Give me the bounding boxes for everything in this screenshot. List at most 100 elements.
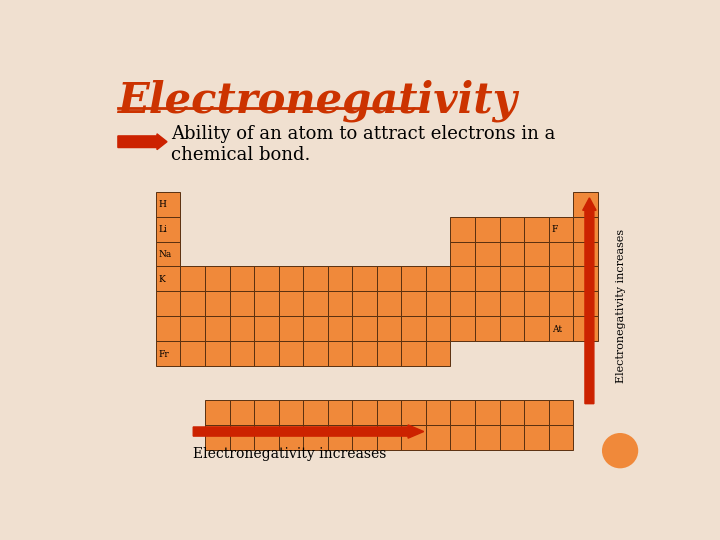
Ellipse shape xyxy=(602,433,638,468)
Bar xyxy=(549,292,573,316)
Bar xyxy=(230,266,254,292)
Bar xyxy=(573,292,598,316)
Bar xyxy=(230,400,254,425)
Bar xyxy=(377,400,401,425)
Bar xyxy=(328,266,352,292)
Bar xyxy=(451,400,475,425)
Bar xyxy=(205,292,230,316)
Bar xyxy=(500,266,524,292)
Bar xyxy=(549,425,573,450)
Bar xyxy=(500,400,524,425)
Bar xyxy=(451,316,475,341)
Text: Electronegativity increases: Electronegativity increases xyxy=(193,447,387,461)
Bar xyxy=(328,292,352,316)
Bar xyxy=(205,266,230,292)
Bar xyxy=(475,241,500,266)
Bar xyxy=(426,425,451,450)
Bar xyxy=(500,425,524,450)
FancyArrow shape xyxy=(193,425,423,438)
Bar xyxy=(205,425,230,450)
Text: Fr: Fr xyxy=(159,350,169,359)
Bar xyxy=(475,217,500,241)
Text: Na: Na xyxy=(159,250,172,259)
Text: Electronegativity: Electronegativity xyxy=(118,79,518,122)
Bar xyxy=(377,316,401,341)
Bar xyxy=(475,425,500,450)
Bar xyxy=(549,266,573,292)
Bar xyxy=(230,316,254,341)
Bar xyxy=(156,341,181,366)
Bar xyxy=(181,341,205,366)
Bar xyxy=(500,241,524,266)
Bar xyxy=(524,400,549,425)
Bar xyxy=(279,341,303,366)
Bar xyxy=(328,425,352,450)
Bar xyxy=(254,316,279,341)
Bar xyxy=(156,292,181,316)
Bar xyxy=(352,292,377,316)
Bar xyxy=(254,292,279,316)
Bar xyxy=(205,316,230,341)
Bar xyxy=(451,241,475,266)
Bar xyxy=(549,217,573,241)
Bar xyxy=(426,316,451,341)
Bar xyxy=(156,316,181,341)
Bar xyxy=(303,341,328,366)
Bar xyxy=(279,425,303,450)
Bar xyxy=(254,425,279,450)
Bar xyxy=(401,266,426,292)
Bar xyxy=(500,217,524,241)
Bar xyxy=(573,192,598,217)
Bar xyxy=(377,292,401,316)
Bar xyxy=(303,400,328,425)
Bar xyxy=(524,316,549,341)
Bar xyxy=(524,241,549,266)
Bar xyxy=(524,292,549,316)
Bar xyxy=(254,341,279,366)
Bar xyxy=(426,400,451,425)
Bar xyxy=(230,425,254,450)
Bar xyxy=(352,425,377,450)
Bar xyxy=(401,292,426,316)
Bar xyxy=(549,241,573,266)
Bar xyxy=(156,217,181,241)
Bar xyxy=(524,266,549,292)
Bar xyxy=(181,316,205,341)
Bar xyxy=(475,400,500,425)
Bar xyxy=(500,292,524,316)
Bar xyxy=(230,292,254,316)
Bar xyxy=(352,400,377,425)
Bar xyxy=(500,316,524,341)
Bar xyxy=(156,241,181,266)
Bar xyxy=(377,341,401,366)
Bar xyxy=(475,316,500,341)
Bar xyxy=(401,341,426,366)
Bar xyxy=(279,316,303,341)
Bar xyxy=(426,266,451,292)
Bar xyxy=(426,292,451,316)
Bar xyxy=(573,217,598,241)
Bar xyxy=(475,266,500,292)
Text: chemical bond.: chemical bond. xyxy=(171,146,310,164)
Bar xyxy=(524,425,549,450)
Bar xyxy=(352,341,377,366)
Bar xyxy=(426,341,451,366)
Bar xyxy=(377,266,401,292)
Bar xyxy=(573,316,598,341)
Bar xyxy=(451,266,475,292)
Bar xyxy=(352,316,377,341)
Bar xyxy=(205,341,230,366)
Bar xyxy=(279,400,303,425)
Bar xyxy=(549,400,573,425)
Bar xyxy=(254,400,279,425)
Bar xyxy=(352,266,377,292)
Bar xyxy=(451,292,475,316)
Bar xyxy=(451,217,475,241)
Bar xyxy=(573,241,598,266)
Bar xyxy=(230,341,254,366)
Bar xyxy=(303,316,328,341)
Bar xyxy=(475,292,500,316)
Bar xyxy=(377,425,401,450)
Bar xyxy=(279,266,303,292)
Text: H: H xyxy=(159,200,166,209)
